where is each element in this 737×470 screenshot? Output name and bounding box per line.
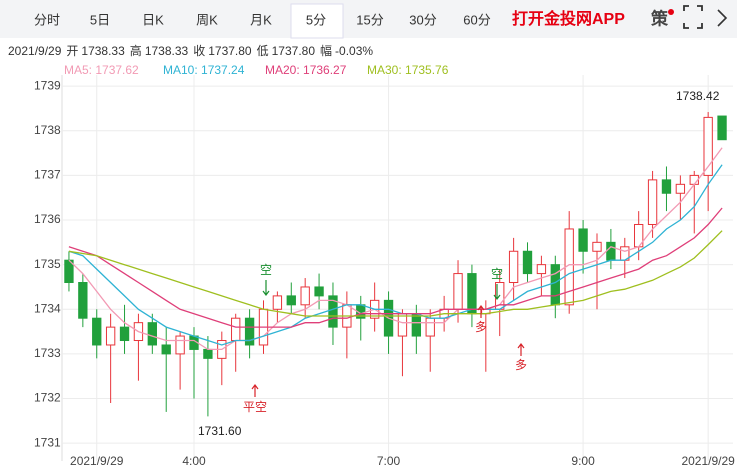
low-annotation: 1731.60 (198, 424, 242, 438)
candle-body (119, 326, 130, 342)
trade-signal: 多 (475, 320, 487, 334)
trade-signal: 空 (491, 267, 503, 281)
info-item: -0.03% (335, 44, 373, 58)
ma-line (68, 164, 723, 346)
tab-bar (0, 0, 737, 38)
tab[interactable]: 月K (250, 12, 272, 27)
candle-body (703, 116, 713, 176)
tab[interactable]: 60分 (463, 12, 490, 27)
trade-signal: 多 (515, 358, 527, 372)
candle-body (272, 295, 283, 310)
y-tick-label: 1737 (34, 168, 61, 182)
candle-body (647, 179, 658, 225)
tab[interactable]: 30分 (409, 12, 436, 27)
candle-body (147, 322, 157, 346)
strategy-icon[interactable]: 策 (651, 8, 669, 28)
tab[interactable]: 5日 (90, 12, 110, 27)
candle-body (203, 348, 213, 359)
candle-body (286, 295, 296, 306)
signal-arrow (262, 280, 270, 296)
x-tick-label: 4:00 (182, 454, 206, 468)
y-tick-label: 1739 (34, 78, 61, 92)
candle-body (522, 250, 533, 275)
trade-signal: 空 (260, 263, 272, 277)
y-tick-label: 1738 (34, 123, 61, 137)
y-tick-label: 1735 (34, 257, 61, 271)
info-item: 1738.33 (81, 44, 125, 58)
candle-body (453, 273, 463, 310)
candle-body (578, 228, 588, 252)
info-item: 2021/9/29 (8, 44, 62, 58)
x-tick-label: 2021/9/29 (70, 454, 124, 468)
candle-body (175, 335, 185, 355)
legend-entry: MA5: 1737.62 (64, 63, 139, 77)
candle-body (78, 282, 88, 319)
fullscreen-icon[interactable] (683, 5, 703, 29)
tab[interactable]: 5分 (306, 12, 326, 27)
info-item: 高 (130, 43, 142, 58)
tab[interactable]: 15分 (356, 12, 383, 27)
candle-body (244, 317, 255, 346)
candle-body (231, 317, 241, 342)
x-tick-label: 7:00 (377, 454, 401, 468)
info-item: 幅 (320, 43, 332, 58)
high-annotation: 1738.42 (676, 89, 720, 103)
legend-entry: MA20: 1736.27 (265, 63, 347, 77)
candle-body (467, 273, 477, 315)
info-item: 低 (257, 44, 269, 58)
candle-body (508, 250, 519, 284)
active-tab (290, 3, 344, 39)
y-tick-label: 1733 (34, 346, 61, 360)
candle-body (411, 313, 422, 337)
ma-line (68, 207, 723, 328)
legend-entry: MA30: 1735.76 (367, 63, 449, 77)
signal-arrow (517, 343, 525, 356)
info-item: 开 (66, 44, 78, 58)
badge (668, 9, 674, 15)
candle-body (300, 286, 310, 306)
x-tick-label: 9:00 (571, 454, 595, 468)
candle-body (536, 264, 547, 275)
candle-body (397, 313, 408, 337)
candle-body (105, 326, 116, 346)
candle-body (717, 115, 727, 141)
x-tick-label: 2021/9/29 (681, 454, 735, 468)
trade-signal: 平空 (243, 400, 267, 414)
candle-body (92, 317, 102, 346)
signal-arrow (251, 384, 259, 397)
info-item: 1737.80 (208, 44, 252, 58)
ohlc-info: 2021/9/29 开 1738.33 高 1738.33 收 1737.80 低 1737.8… (8, 43, 373, 58)
ma-line (68, 230, 723, 317)
y-tick-label: 1732 (34, 391, 61, 405)
y-tick-label: 1731 (34, 435, 61, 449)
signal-arrow (477, 305, 485, 318)
info-item: 收 (193, 44, 205, 58)
candle-body (592, 241, 602, 252)
candle-body (425, 317, 435, 337)
info-item: 1738.33 (145, 44, 189, 58)
candle-body (161, 344, 171, 355)
candle-body (314, 286, 324, 297)
tab[interactable]: 日K (142, 12, 164, 27)
candle-body (606, 241, 616, 261)
candle-body (550, 264, 560, 306)
tab[interactable]: 分时 (34, 12, 60, 27)
legend-entry: MA10: 1737.24 (163, 63, 245, 77)
ma-line (68, 147, 723, 351)
candle-body (661, 179, 672, 194)
candle-body (675, 183, 686, 194)
info-item: 1737.80 (272, 44, 316, 58)
promo[interactable]: 打开金投网APP (512, 9, 625, 28)
y-tick-label: 1736 (34, 212, 61, 226)
settings-icon[interactable] (717, 9, 728, 27)
signal-arrow (493, 284, 501, 300)
tab[interactable]: 周K (196, 12, 218, 27)
candle-body (328, 295, 338, 328)
y-tick-label: 1734 (34, 301, 61, 315)
